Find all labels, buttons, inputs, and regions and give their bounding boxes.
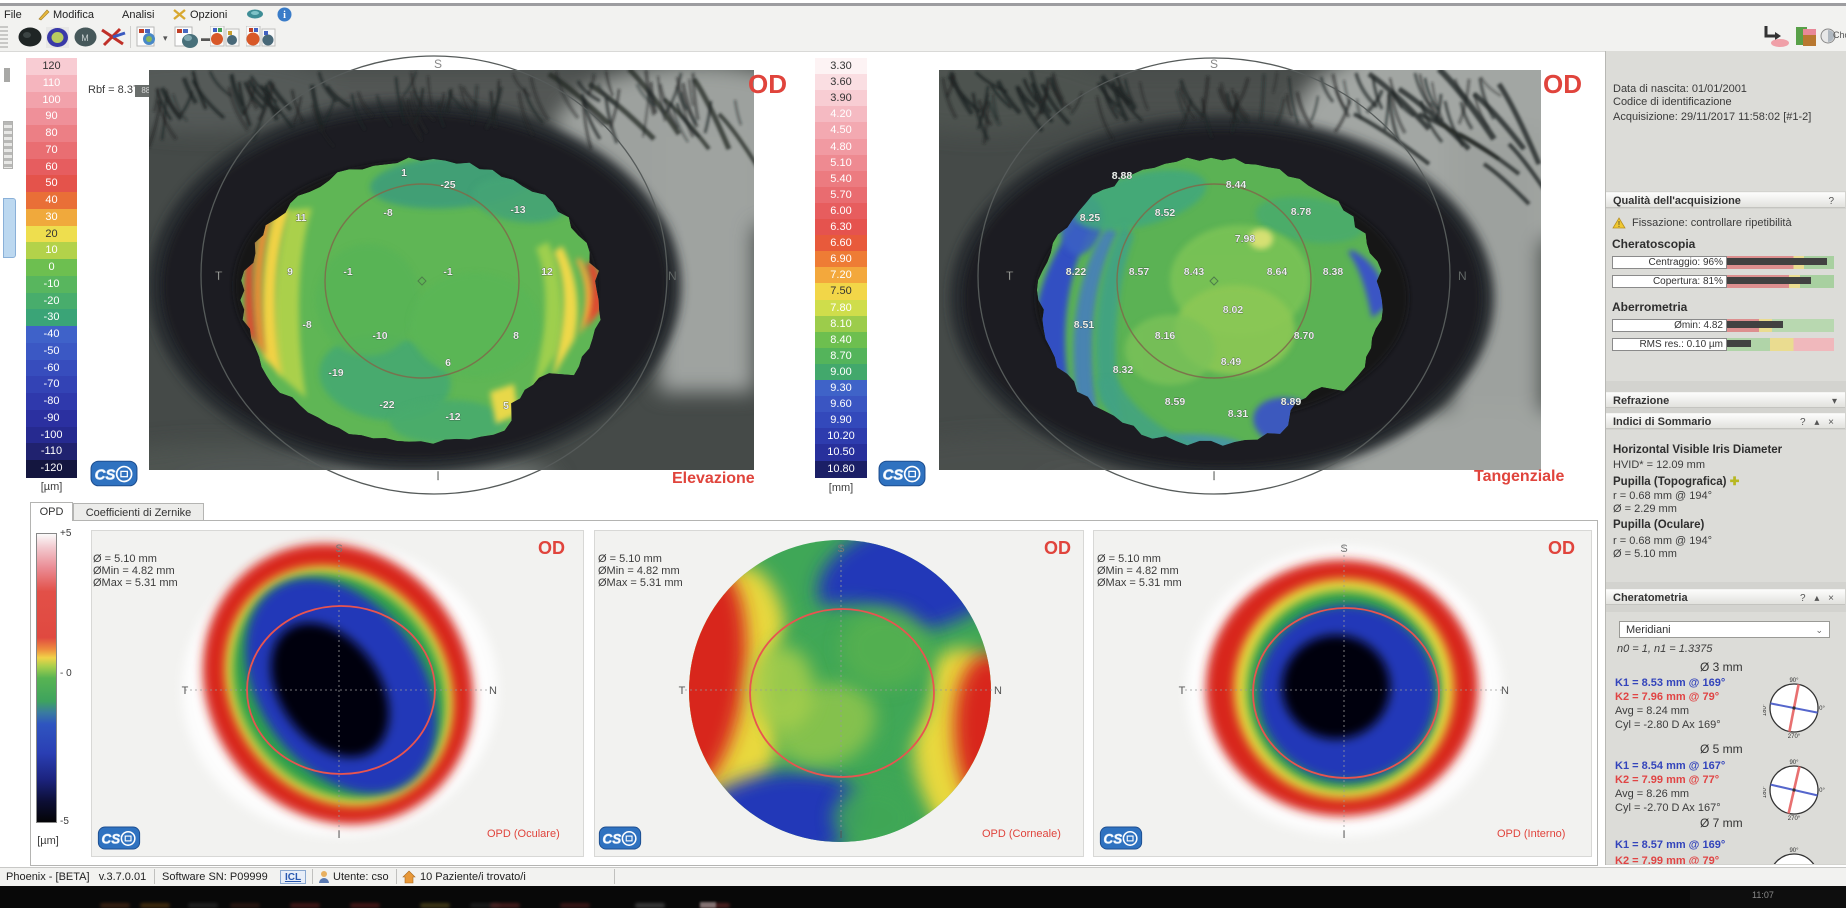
svg-text:CS: CS bbox=[1104, 831, 1123, 846]
svg-text:S: S bbox=[335, 543, 342, 555]
svg-text:8.52: 8.52 bbox=[1155, 207, 1176, 219]
svg-text:N: N bbox=[1501, 685, 1509, 697]
svg-text:-1: -1 bbox=[443, 266, 452, 278]
svg-text:T: T bbox=[679, 685, 686, 697]
svg-text:8.32: 8.32 bbox=[1113, 364, 1134, 376]
svg-text:CS: CS bbox=[603, 831, 622, 846]
svg-text:8.16: 8.16 bbox=[1155, 330, 1176, 342]
svg-text:90°: 90° bbox=[1789, 760, 1799, 766]
svg-text:N: N bbox=[668, 269, 677, 283]
svg-text:8.88: 8.88 bbox=[1112, 170, 1133, 182]
svg-text:T: T bbox=[215, 269, 223, 283]
svg-text:T: T bbox=[182, 685, 189, 697]
svg-text:5: 5 bbox=[503, 400, 509, 412]
svg-text:CS: CS bbox=[95, 466, 116, 483]
svg-text:180°: 180° bbox=[1763, 703, 1768, 716]
svg-text:12: 12 bbox=[541, 266, 553, 278]
svg-text:11: 11 bbox=[295, 212, 306, 224]
svg-text:I: I bbox=[1212, 469, 1215, 483]
svg-text:90°: 90° bbox=[1789, 678, 1799, 684]
svg-text:8.57: 8.57 bbox=[1129, 266, 1150, 278]
svg-text:-8: -8 bbox=[302, 319, 311, 331]
svg-text:-19: -19 bbox=[328, 367, 343, 379]
svg-text:270°: 270° bbox=[1788, 816, 1801, 821]
svg-text:-1: -1 bbox=[343, 266, 352, 278]
svg-text:180°: 180° bbox=[1763, 785, 1768, 798]
svg-text:8.64: 8.64 bbox=[1267, 266, 1288, 278]
svg-text:!: ! bbox=[1618, 220, 1620, 229]
svg-text:90°: 90° bbox=[1789, 848, 1799, 854]
svg-text:T: T bbox=[1006, 269, 1014, 283]
svg-text:8.78: 8.78 bbox=[1291, 206, 1312, 218]
svg-text:CS: CS bbox=[883, 466, 904, 483]
svg-text:8.02: 8.02 bbox=[1223, 304, 1244, 316]
svg-text:S: S bbox=[837, 543, 844, 555]
svg-text:M: M bbox=[81, 33, 89, 43]
svg-text:i: i bbox=[283, 10, 286, 21]
svg-text:I: I bbox=[436, 469, 439, 483]
svg-text:I: I bbox=[839, 829, 842, 841]
svg-text:I: I bbox=[1342, 829, 1345, 841]
svg-text:8.31: 8.31 bbox=[1228, 408, 1249, 420]
svg-text:I: I bbox=[337, 829, 340, 841]
svg-text:8.25: 8.25 bbox=[1080, 212, 1101, 224]
svg-text:8.89: 8.89 bbox=[1281, 396, 1302, 408]
svg-text:270°: 270° bbox=[1788, 734, 1801, 739]
svg-text:8.22: 8.22 bbox=[1066, 266, 1087, 278]
svg-text:8.38: 8.38 bbox=[1323, 266, 1344, 278]
svg-text:CS: CS bbox=[102, 831, 121, 846]
svg-text:-25: -25 bbox=[440, 179, 455, 191]
svg-text:N: N bbox=[994, 685, 1002, 697]
svg-text:8.44: 8.44 bbox=[1226, 179, 1247, 191]
svg-text:N: N bbox=[1458, 269, 1467, 283]
svg-text:-10: -10 bbox=[372, 330, 387, 342]
svg-text:7.98: 7.98 bbox=[1235, 233, 1256, 245]
svg-text:S: S bbox=[1340, 543, 1347, 555]
svg-text:8.51: 8.51 bbox=[1074, 319, 1095, 331]
svg-text:1: 1 bbox=[401, 167, 407, 179]
svg-text:0°: 0° bbox=[1819, 706, 1825, 712]
svg-text:-12: -12 bbox=[445, 411, 460, 423]
svg-text:T: T bbox=[1179, 685, 1186, 697]
svg-text:-22: -22 bbox=[379, 399, 394, 411]
svg-text:S: S bbox=[434, 57, 442, 71]
svg-text:N: N bbox=[489, 685, 497, 697]
svg-text:-13: -13 bbox=[510, 204, 525, 216]
svg-text:9: 9 bbox=[287, 266, 293, 278]
svg-text:8.49: 8.49 bbox=[1221, 356, 1242, 368]
svg-text:8.59: 8.59 bbox=[1165, 396, 1186, 408]
svg-text:8.70: 8.70 bbox=[1294, 330, 1315, 342]
svg-text:8.43: 8.43 bbox=[1184, 266, 1205, 278]
svg-text:6: 6 bbox=[445, 357, 451, 369]
svg-text:8: 8 bbox=[513, 330, 519, 342]
svg-text:0°: 0° bbox=[1819, 788, 1825, 794]
svg-text:S: S bbox=[1210, 57, 1218, 71]
svg-text:-8: -8 bbox=[383, 207, 392, 219]
